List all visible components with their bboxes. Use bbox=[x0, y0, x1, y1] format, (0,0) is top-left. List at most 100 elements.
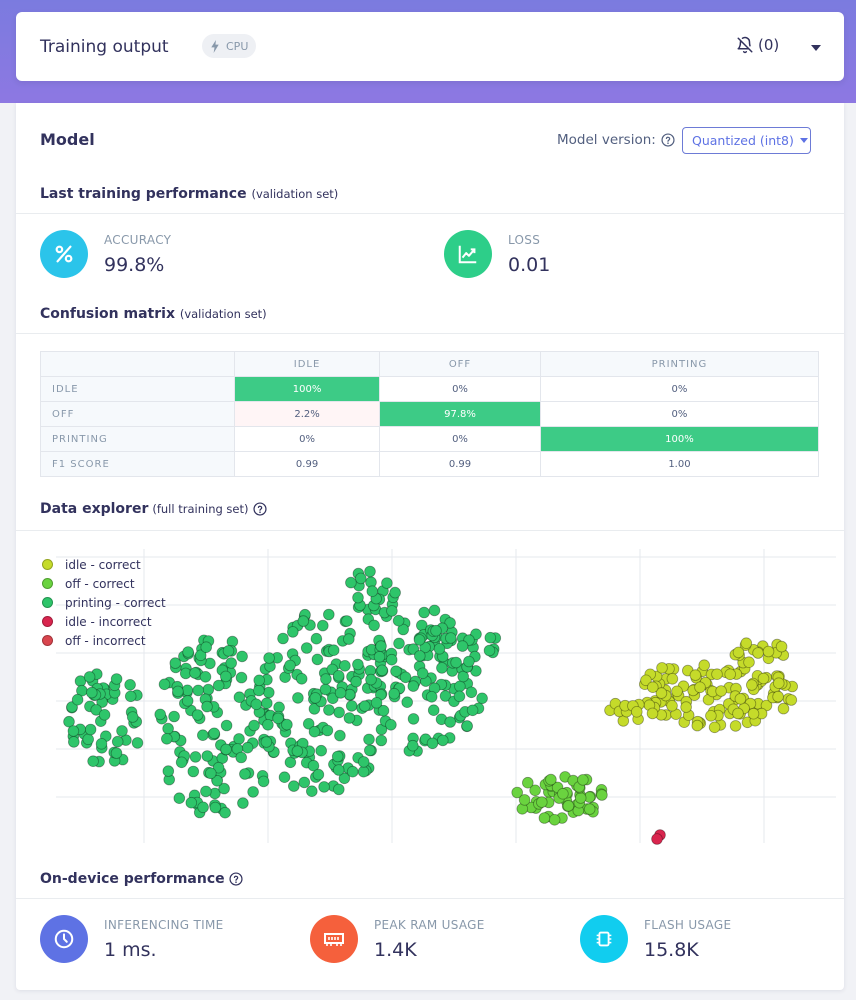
scatter-point[interactable] bbox=[656, 662, 668, 674]
scatter-point[interactable] bbox=[297, 615, 310, 627]
scatter-point[interactable] bbox=[315, 744, 328, 757]
scatter-point[interactable] bbox=[200, 785, 212, 798]
scatter-point[interactable] bbox=[201, 700, 213, 713]
scatter-point[interactable] bbox=[630, 706, 643, 718]
scatter-point[interactable] bbox=[358, 700, 371, 712]
scatter-point[interactable] bbox=[762, 645, 775, 658]
scatter-point[interactable] bbox=[785, 694, 798, 706]
scatter-point[interactable] bbox=[724, 668, 736, 681]
scatter-point[interactable] bbox=[302, 718, 315, 730]
scatter-point[interactable] bbox=[209, 801, 222, 814]
scatter-point[interactable] bbox=[298, 776, 311, 789]
scatter-point[interactable] bbox=[689, 669, 702, 681]
scatter-point[interactable] bbox=[377, 704, 390, 717]
scatter-point[interactable] bbox=[483, 644, 496, 657]
scatter-point[interactable] bbox=[66, 701, 78, 713]
help-icon[interactable] bbox=[229, 872, 243, 886]
scatter-point[interactable] bbox=[577, 774, 589, 786]
scatter-point[interactable] bbox=[181, 695, 194, 707]
scatter-point[interactable] bbox=[260, 736, 273, 748]
scatter-point[interactable] bbox=[365, 673, 377, 686]
scatter-point[interactable] bbox=[220, 719, 233, 732]
scatter-point[interactable] bbox=[413, 634, 426, 646]
scatter-point[interactable] bbox=[444, 632, 457, 644]
scatter-point[interactable] bbox=[339, 660, 351, 672]
scatter-point[interactable] bbox=[201, 750, 214, 762]
scatter-point[interactable] bbox=[338, 772, 351, 785]
scatter-point[interactable] bbox=[538, 812, 551, 824]
scatter-point[interactable] bbox=[375, 734, 388, 747]
scatter-point[interactable] bbox=[732, 646, 745, 659]
scatter-point[interactable] bbox=[407, 643, 420, 655]
scatter-point[interactable] bbox=[376, 664, 388, 677]
scatter-point[interactable] bbox=[375, 640, 387, 652]
scatter-point[interactable] bbox=[708, 721, 721, 734]
scatter-point[interactable] bbox=[162, 722, 174, 735]
scatter-point[interactable] bbox=[257, 775, 270, 788]
scatter-point[interactable] bbox=[220, 670, 232, 683]
legend-item[interactable]: off - incorrect bbox=[42, 631, 166, 650]
scatter-point[interactable] bbox=[456, 640, 469, 652]
scatter-point[interactable] bbox=[284, 756, 297, 769]
scatter-point[interactable] bbox=[734, 693, 747, 705]
scatter-point[interactable] bbox=[777, 702, 790, 715]
scatter-point[interactable] bbox=[322, 608, 335, 621]
scatter-point[interactable] bbox=[318, 781, 330, 793]
scatter-point[interactable] bbox=[191, 709, 204, 721]
scatter-point[interactable] bbox=[175, 756, 188, 769]
scatter-point[interactable] bbox=[757, 672, 770, 685]
scatter-point[interactable] bbox=[126, 711, 139, 723]
scatter-point[interactable] bbox=[236, 650, 248, 663]
scatter-point[interactable] bbox=[345, 576, 357, 589]
scatter-point[interactable] bbox=[90, 704, 102, 716]
scatter-point[interactable] bbox=[116, 725, 128, 737]
scatter-point[interactable] bbox=[698, 659, 710, 671]
scatter-point[interactable] bbox=[182, 646, 194, 658]
scatter-point[interactable] bbox=[187, 765, 200, 778]
scatter-point[interactable] bbox=[729, 720, 742, 732]
scatter-point[interactable] bbox=[430, 624, 442, 637]
scatter-point[interactable] bbox=[466, 704, 479, 717]
scatter-point[interactable] bbox=[124, 690, 137, 703]
scatter-point[interactable] bbox=[333, 706, 345, 719]
scatter-point[interactable] bbox=[364, 565, 376, 578]
scatter-point[interactable] bbox=[250, 698, 263, 711]
scatter-point[interactable] bbox=[332, 783, 345, 796]
scatter-point[interactable] bbox=[341, 615, 353, 627]
data-explorer-scatter[interactable] bbox=[16, 533, 844, 853]
legend-item[interactable]: printing - correct bbox=[42, 593, 166, 612]
scatter-point[interactable] bbox=[646, 707, 659, 720]
scatter-point[interactable] bbox=[397, 623, 410, 636]
legend-item[interactable]: idle - incorrect bbox=[42, 612, 166, 631]
scatter-point[interactable] bbox=[752, 647, 764, 659]
scatter-point[interactable] bbox=[82, 733, 94, 746]
scatter-point[interactable] bbox=[399, 671, 412, 684]
legend-item[interactable]: off - correct bbox=[42, 574, 166, 593]
scatter-point[interactable] bbox=[454, 680, 466, 693]
scatter-point[interactable] bbox=[772, 690, 784, 703]
scatter-point[interactable] bbox=[312, 768, 325, 781]
scatter-point[interactable] bbox=[557, 787, 569, 800]
scatter-point[interactable] bbox=[775, 640, 788, 653]
scatter-point[interactable] bbox=[385, 653, 398, 666]
menu-dropdown-button[interactable] bbox=[806, 40, 826, 56]
scatter-point[interactable] bbox=[457, 670, 470, 683]
scatter-point[interactable] bbox=[352, 591, 364, 604]
scatter-point[interactable] bbox=[465, 686, 478, 699]
scatter-point[interactable] bbox=[311, 653, 324, 666]
scatter-point[interactable] bbox=[309, 692, 322, 704]
scatter-point[interactable] bbox=[562, 800, 575, 812]
scatter-point[interactable] bbox=[278, 771, 291, 784]
scatter-point[interactable] bbox=[651, 833, 663, 845]
scatter-point[interactable] bbox=[202, 683, 215, 696]
scatter-point[interactable] bbox=[666, 700, 678, 712]
scatter-point[interactable] bbox=[263, 652, 275, 664]
scatter-point[interactable] bbox=[392, 614, 405, 627]
scatter-point[interactable] bbox=[161, 733, 173, 745]
scatter-point[interactable] bbox=[342, 633, 355, 645]
scatter-point[interactable] bbox=[111, 735, 124, 748]
scatter-point[interactable] bbox=[760, 699, 773, 712]
scatter-point[interactable] bbox=[189, 751, 202, 763]
scatter-point[interactable] bbox=[253, 684, 265, 697]
help-icon[interactable] bbox=[252, 502, 267, 516]
